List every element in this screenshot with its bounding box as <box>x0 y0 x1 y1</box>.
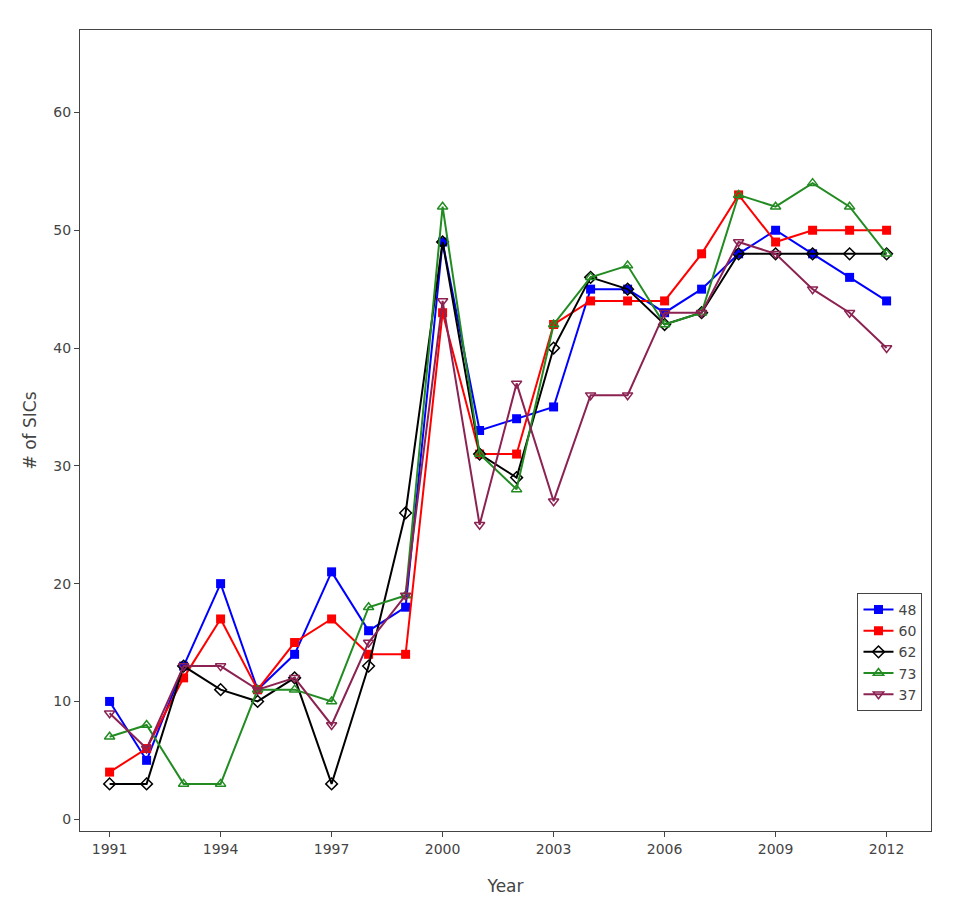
svg-text:1997: 1997 <box>314 841 350 857</box>
svg-text:2000: 2000 <box>425 841 461 857</box>
svg-text:0: 0 <box>62 811 71 827</box>
svg-text:1994: 1994 <box>203 841 239 857</box>
svg-text:10: 10 <box>53 693 71 709</box>
svg-text:20: 20 <box>53 576 71 592</box>
svg-text:62: 62 <box>898 644 916 660</box>
svg-text:30: 30 <box>53 458 71 474</box>
svg-text:73: 73 <box>898 666 916 682</box>
svg-text:50: 50 <box>53 222 71 238</box>
svg-text:40: 40 <box>53 340 71 356</box>
svg-text:60: 60 <box>898 623 916 639</box>
svg-text:2006: 2006 <box>647 841 683 857</box>
svg-text:48: 48 <box>898 602 916 618</box>
svg-text:60: 60 <box>53 104 71 120</box>
svg-text:2012: 2012 <box>869 841 905 857</box>
svg-text:2003: 2003 <box>536 841 572 857</box>
svg-text:2009: 2009 <box>758 841 794 857</box>
svg-text:# of SICs: # of SICs <box>20 391 40 469</box>
svg-text:37: 37 <box>898 687 916 703</box>
svg-text:1991: 1991 <box>92 841 128 857</box>
svg-text:Year: Year <box>487 876 524 896</box>
